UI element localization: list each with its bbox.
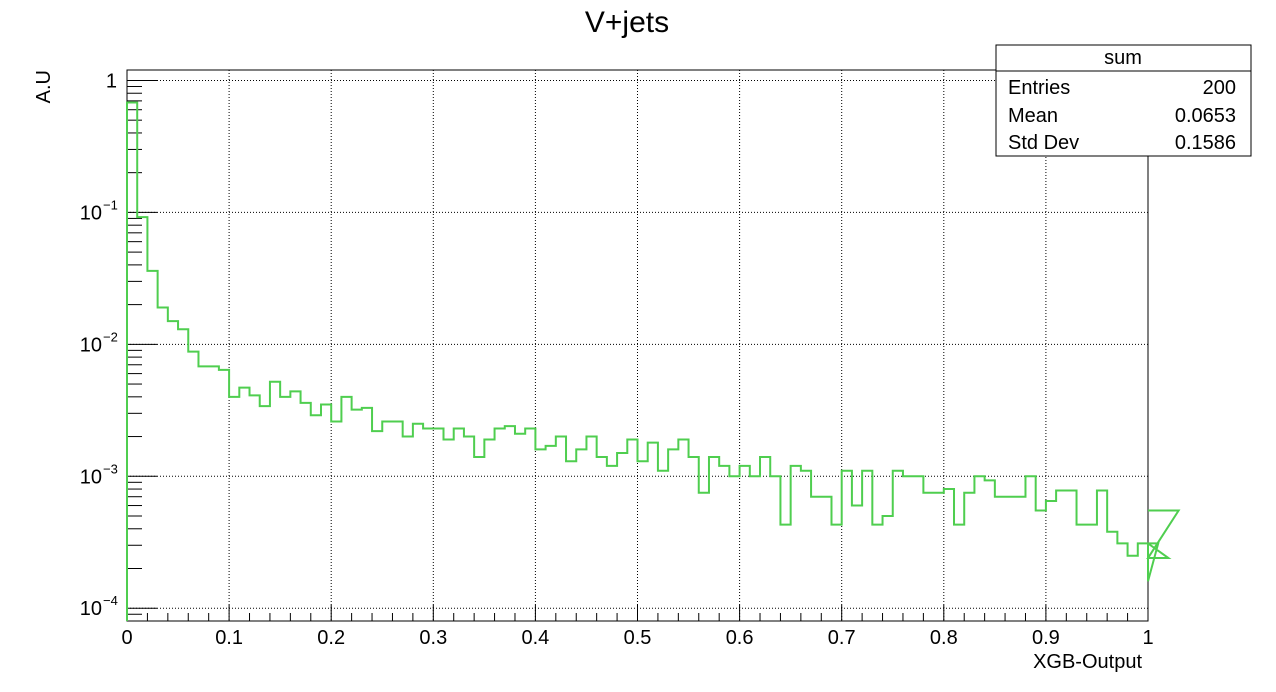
y-tick-exponent: −4 [103,593,118,608]
x-tick-label: 0.4 [521,627,549,649]
x-axis: 0 0.1 0.2 0.3 0.4 0.5 0.6 0.7 0.8 0.9 1 [121,605,1154,649]
y-tick-label: 10 [80,598,102,620]
x-tick-label: 0.6 [726,627,754,649]
x-tick-label: 0.5 [624,627,652,649]
x-tick-label: 0.9 [1032,627,1060,649]
y-axis: 110−110−210−310−4 [80,70,157,622]
y-tick-exponent: −1 [103,197,118,212]
grid-lines [127,70,1148,621]
histogram-series-line [126,101,1181,621]
y-tick-label: 10 [80,466,102,488]
y-tick-label: 10 [80,202,102,224]
x-axis-title: XGB-Output [1033,651,1142,673]
y-axis-title: A.U [33,70,55,103]
x-tick-label: 0.7 [828,627,856,649]
y-tick-exponent: −2 [103,329,118,344]
stats-box: sum Entries 200 Mean 0.0653 Std Dev 0.15… [995,44,1252,157]
stats-stddev-label: Std Dev [1008,132,1079,154]
x-tick-label: 0.1 [215,627,243,649]
y-tick-label: 10 [80,334,102,356]
y-tick-exponent: −3 [103,461,118,476]
x-tick-label: 1 [1142,627,1153,649]
stats-entries-value: 200 [1203,77,1236,99]
stats-stddev-value: 0.1586 [1175,132,1236,154]
stats-box-title: sum [1104,47,1142,69]
y-tick-label: 1 [106,70,117,92]
x-tick-label: 0.8 [930,627,958,649]
stats-mean-value: 0.0653 [1175,105,1236,127]
stats-entries-label: Entries [1008,77,1070,99]
x-tick-label: 0.2 [317,627,345,649]
x-tick-label: 0 [121,627,132,649]
stats-mean-label: Mean [1008,105,1058,127]
chart-title: V+jets [585,6,669,39]
x-tick-label: 0.3 [419,627,447,649]
